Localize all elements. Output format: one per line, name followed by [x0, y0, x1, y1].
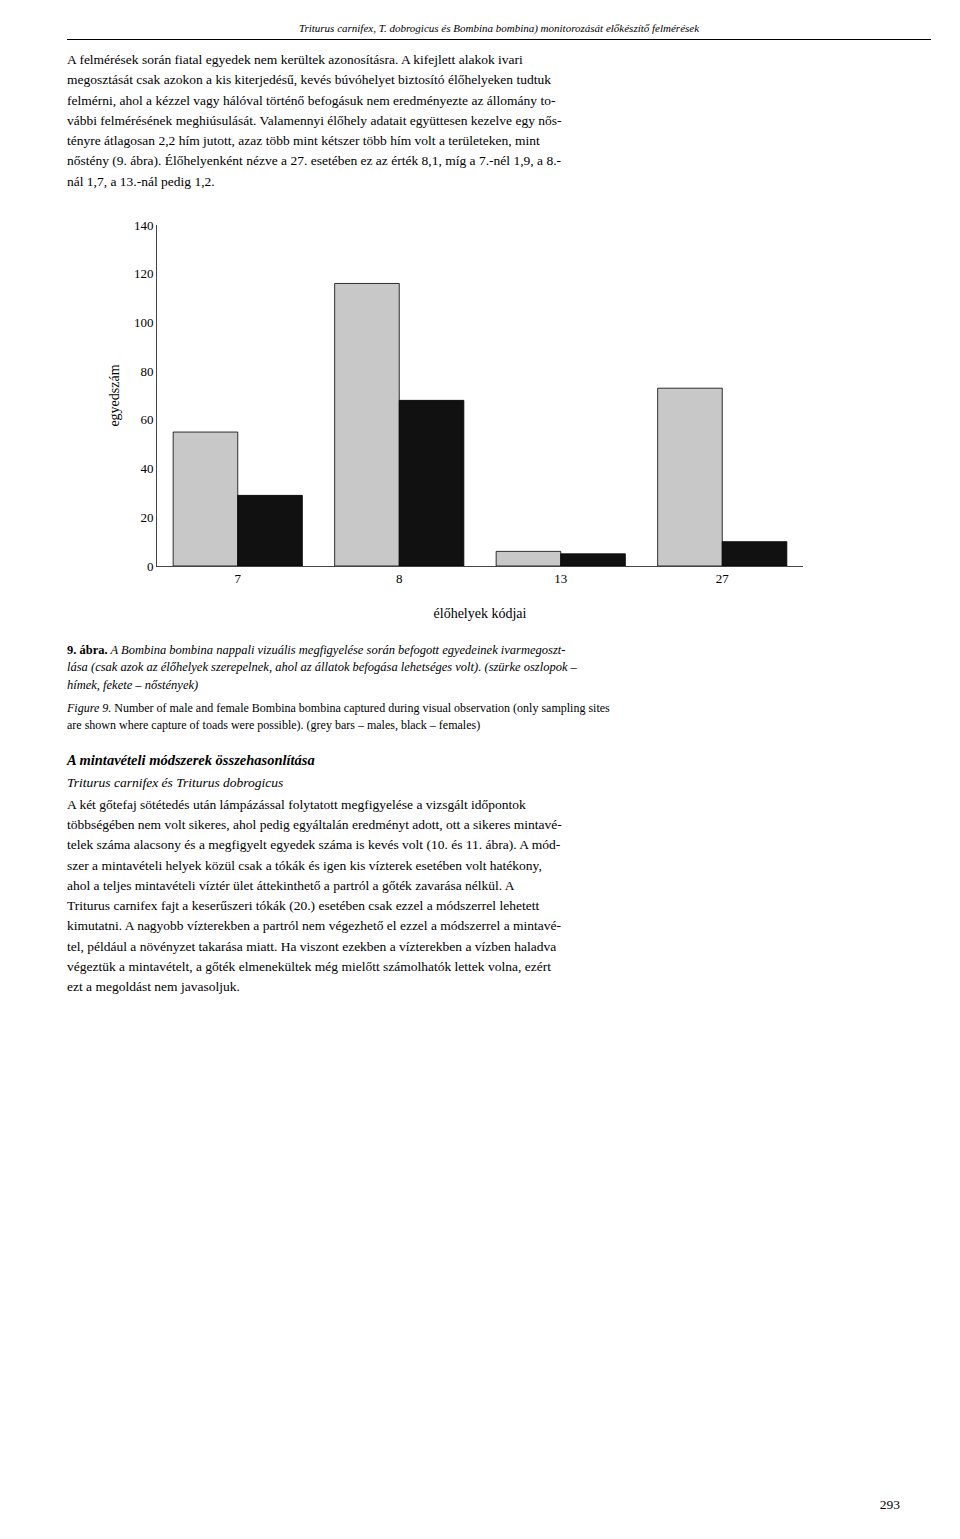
- html-text:A mintavételi módszerek összeh: A mintavételi módszerek összehasonlítása: [67, 751, 315, 768]
- svg-text:60: 60: [140, 412, 153, 427]
- svg-text:8: 8: [396, 570, 403, 585]
- svg-text:0: 0: [147, 558, 154, 573]
- svg-text:27: 27: [716, 570, 730, 585]
- svg-text:20: 20: [140, 510, 153, 525]
- svg-text:80: 80: [140, 363, 153, 378]
- svg-text:140: 140: [134, 217, 154, 232]
- html-text:Figure 9. Number of male and f: Figure 9. Number of male and female Bomb…: [67, 701, 610, 732]
- svg-text:100: 100: [134, 315, 154, 330]
- html-text:Triturus carnifex, T. dobrogic: Triturus carnifex, T. dobrogicus és Bomb…: [298, 22, 700, 34]
- svg-text:120: 120: [134, 266, 154, 281]
- html-text:A két gőtefaj sötétedés után l: A két gőtefaj sötétedés után lámpázással…: [67, 796, 562, 995]
- html-text:A felmérések során fiatal egye: A felmérések során fiatal egyedek nem ke…: [67, 52, 562, 189]
- html-text:9. ábra. A Bombina bombina nap: 9. ábra. A Bombina bombina nappali vizuá…: [67, 642, 577, 692]
- svg-text:40: 40: [140, 461, 153, 476]
- html-text:Triturus carnifex és Triturus: Triturus carnifex és Triturus dobrogicus: [67, 774, 284, 790]
- svg-text:egyedszám: egyedszám: [107, 364, 122, 426]
- svg-text:13: 13: [554, 570, 567, 585]
- html-text:293: 293: [879, 1497, 900, 1512]
- svg-text:élőhelyek kódjai: élőhelyek kódjai: [434, 606, 527, 621]
- svg-text:7: 7: [235, 570, 242, 585]
